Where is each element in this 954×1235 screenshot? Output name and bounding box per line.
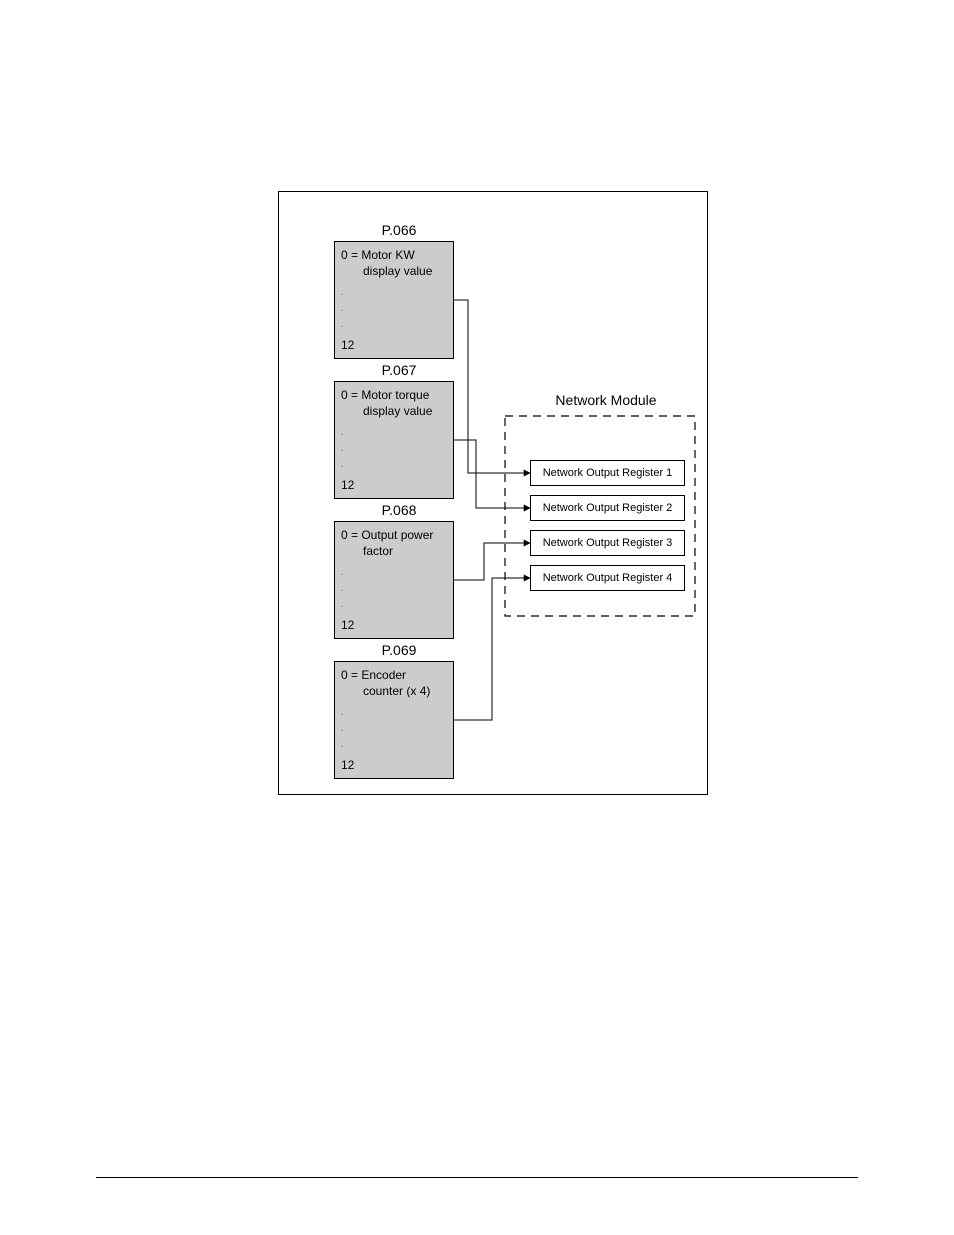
network-register: Network Output Register 2 [530, 495, 685, 521]
param-box: 0 = Motor torque display value... 12 [334, 381, 454, 499]
param-end: 12 [341, 478, 354, 492]
param-line1: 0 = Output power [341, 528, 433, 542]
param-line2: factor [363, 544, 393, 558]
param-dot: . [341, 304, 343, 313]
footer-rule [96, 1177, 858, 1178]
param-line1: 0 = Motor torque [341, 388, 429, 402]
param-line2: display value [363, 404, 432, 418]
network-register-label: Network Output Register 2 [543, 502, 673, 514]
param-dot: . [341, 584, 343, 593]
param-end: 12 [341, 758, 354, 772]
param-dot: . [341, 428, 343, 437]
param-dot: . [341, 740, 343, 749]
param-line1: 0 = Motor KW [341, 248, 415, 262]
network-register-label: Network Output Register 3 [543, 537, 673, 549]
param-dot: . [341, 568, 343, 577]
param-end: 12 [341, 338, 354, 352]
network-register-label: Network Output Register 1 [543, 467, 673, 479]
param-title: P.069 [334, 642, 464, 660]
param-end: 12 [341, 618, 354, 632]
param-title: P.066 [334, 222, 464, 240]
param-box: 0 = Motor KW display value... 12 [334, 241, 454, 359]
network-register: Network Output Register 1 [530, 460, 685, 486]
param-line2: display value [363, 264, 432, 278]
param-dot: . [341, 460, 343, 469]
param-dot: . [341, 724, 343, 733]
param-dot: . [341, 288, 343, 297]
page: Network Module P.066 0 = Motor KW display … [0, 0, 954, 1235]
param-box: 0 = Output power factor... 12 [334, 521, 454, 639]
param-dot: . [341, 444, 343, 453]
network-register: Network Output Register 4 [530, 565, 685, 591]
param-title: P.068 [334, 502, 464, 520]
param-title: P.067 [334, 362, 464, 380]
param-box: 0 = Encoder counter (x 4)... 12 [334, 661, 454, 779]
network-module-title: Network Module [520, 392, 692, 410]
param-dot: . [341, 600, 343, 609]
network-register: Network Output Register 3 [530, 530, 685, 556]
network-register-label: Network Output Register 4 [543, 572, 673, 584]
param-dot: . [341, 320, 343, 329]
param-line2: counter (x 4) [363, 684, 430, 698]
param-line1: 0 = Encoder [341, 668, 406, 682]
param-dot: . [341, 708, 343, 717]
